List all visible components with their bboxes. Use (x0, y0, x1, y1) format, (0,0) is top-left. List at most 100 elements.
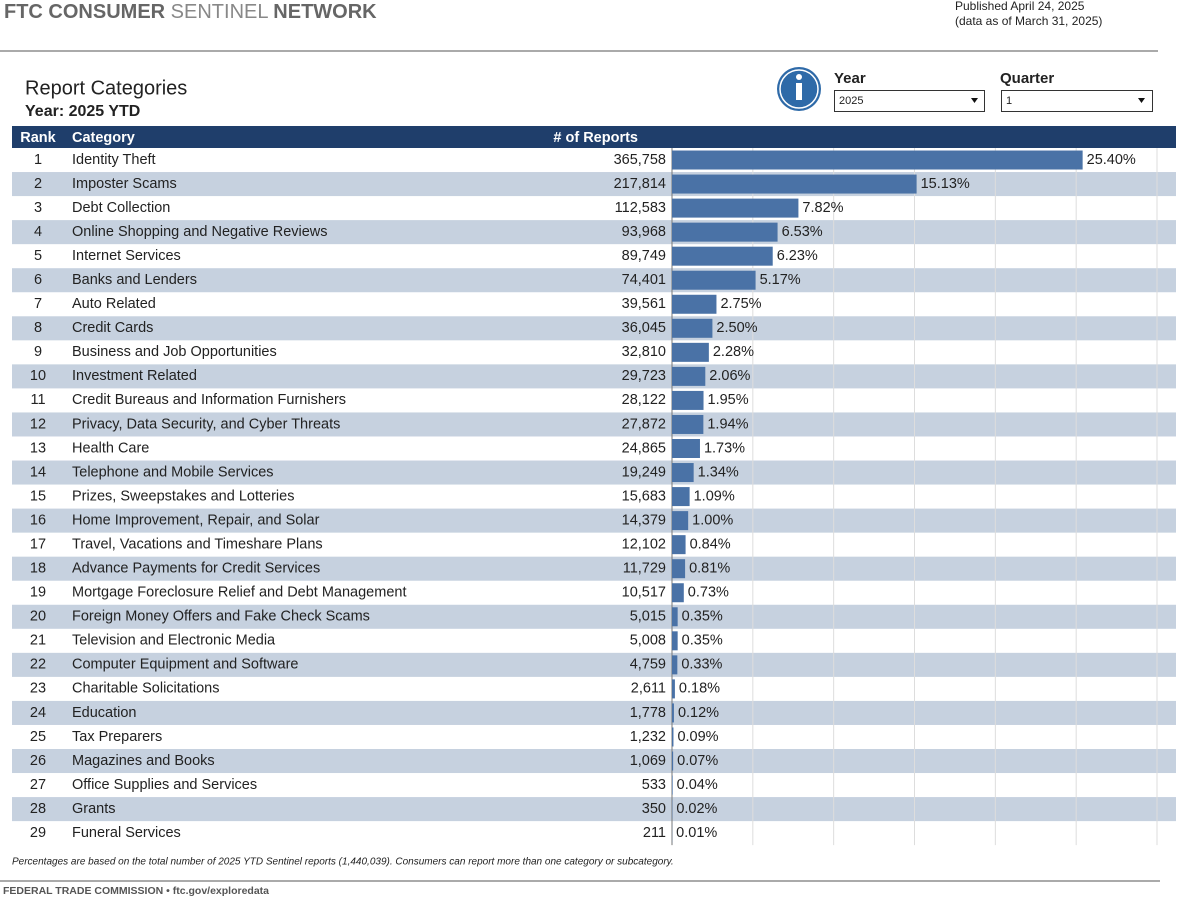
percent-label: 0.01% (676, 825, 717, 841)
report-count: 112,583 (615, 200, 666, 216)
percent-label: 0.04% (677, 777, 718, 793)
category-label: Home Improvement, Repair, and Solar (72, 512, 320, 528)
rank: 19 (30, 585, 46, 601)
rank: 27 (30, 777, 46, 793)
row-band (12, 268, 1176, 293)
report-count: 89,749 (622, 248, 666, 264)
year-value: 2025 (839, 95, 863, 107)
table-header (12, 126, 1176, 148)
bar (672, 222, 778, 242)
bar (672, 511, 689, 531)
category-label: Office Supplies and Services (72, 777, 257, 793)
footnote: Percentages are based on the total numbe… (12, 857, 674, 868)
percent-label: 1.34% (698, 464, 739, 480)
category-label: Advance Payments for Credit Services (72, 561, 320, 577)
bar (672, 246, 773, 266)
report-count: 1,069 (630, 753, 666, 769)
quarter-select[interactable]: 1 (1001, 90, 1153, 112)
row-band (12, 460, 1176, 485)
category-label: Banks and Lenders (72, 272, 197, 288)
bars: 1 Identity Theft 365,758 25.40% 2 Imposter Sc… (30, 150, 1136, 843)
category-label: Tax Preparers (72, 729, 162, 745)
report-count: 32,810 (622, 344, 666, 360)
percent-label: 1.95% (708, 392, 749, 408)
report-count: 533 (642, 777, 666, 793)
rank: 18 (30, 561, 46, 577)
report-count: 36,045 (622, 320, 666, 336)
report-count: 5,008 (630, 633, 666, 649)
select-box[interactable] (834, 90, 985, 112)
report-count: 1,232 (630, 729, 666, 745)
rank: 10 (30, 368, 46, 384)
percent-label: 0.33% (681, 657, 722, 673)
report-count: 10,517 (622, 585, 666, 601)
category-label: Mortgage Foreclosure Relief and Debt Man… (72, 585, 406, 601)
select-box[interactable] (1001, 90, 1153, 112)
percent-label: 0.09% (677, 729, 718, 745)
rank: 25 (30, 729, 46, 745)
category-label: Telephone and Mobile Services (72, 464, 274, 480)
percent-label: 6.53% (782, 224, 823, 240)
rank: 4 (34, 224, 42, 240)
row-band (12, 604, 1176, 629)
year-select[interactable]: 2025 (834, 90, 985, 112)
rank: 3 (34, 200, 42, 216)
category-label: Identity Theft (72, 152, 156, 168)
rank: 11 (30, 392, 45, 408)
year-label: Year (834, 70, 866, 87)
rank: 29 (30, 825, 46, 841)
rank: 13 (30, 440, 46, 456)
site-title: FTC CONSUMER SENTINEL NETWORK (4, 1, 377, 23)
category-label: Online Shopping and Negative Reviews (72, 224, 328, 240)
report-count: 24,865 (622, 440, 666, 456)
bar (672, 414, 704, 434)
row-band (12, 508, 1176, 533)
rank: 1 (34, 152, 42, 168)
bar (672, 439, 700, 458)
rank: 12 (30, 416, 46, 432)
column-header: Rank (20, 130, 56, 146)
category-label: Grants (72, 801, 116, 817)
report-count: 14,379 (622, 512, 666, 528)
row-band (12, 652, 1176, 677)
bar (672, 270, 756, 290)
info-icon[interactable] (777, 67, 821, 111)
chart-subtitle: Year: 2025 YTD (25, 103, 140, 120)
bar (672, 463, 694, 483)
category-label: Education (72, 705, 137, 721)
row-band (12, 700, 1176, 725)
report-count: 211 (643, 825, 666, 841)
row-band (12, 316, 1176, 341)
category-label: Travel, Vacations and Timeshare Plans (72, 536, 323, 552)
percent-label: 6.23% (777, 248, 818, 264)
percent-label: 0.18% (679, 681, 720, 697)
rank: 16 (30, 512, 46, 528)
bar (672, 559, 686, 579)
bar (672, 583, 684, 603)
percent-label: 1.73% (704, 440, 745, 456)
report-count: 11,729 (623, 561, 666, 577)
rank: 2 (34, 176, 42, 192)
row-band (12, 797, 1176, 822)
report-count: 365,758 (614, 152, 666, 168)
bar (672, 535, 686, 555)
report-count: 27,872 (622, 416, 666, 432)
percent-label: 0.12% (678, 705, 719, 721)
category-label: Auto Related (72, 296, 156, 312)
row-band (12, 220, 1176, 245)
category-label: Credit Bureaus and Information Furnisher… (72, 392, 346, 408)
percent-label: 25.40% (1087, 152, 1136, 168)
bar (672, 294, 717, 314)
rank: 28 (30, 801, 46, 817)
rank: 24 (30, 705, 46, 721)
percent-label: 0.84% (690, 536, 731, 552)
title-part: NETWORK (273, 1, 377, 23)
bar (672, 487, 690, 507)
row-band (12, 412, 1176, 437)
column-header: # of Reports (553, 130, 638, 146)
percent-label: 0.73% (688, 585, 729, 601)
bar (672, 607, 678, 627)
category-label: Credit Cards (72, 320, 153, 336)
data-as-of: (data as of March 31, 2025) (955, 14, 1102, 28)
percent-label: 2.75% (720, 296, 761, 312)
